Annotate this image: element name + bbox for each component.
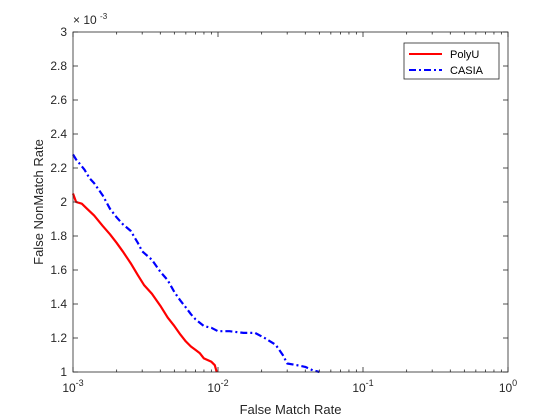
series-polyu-line xyxy=(71,193,218,373)
y-tick-label: 1.6 xyxy=(50,263,67,277)
y-axis-multiplier: × 10 -3 xyxy=(73,12,108,27)
x-tick-label-exponent: -3 xyxy=(76,378,84,388)
legend-box xyxy=(403,42,500,80)
series-layer xyxy=(71,153,320,374)
y-axis-label: False NonMatch Rate xyxy=(31,139,46,265)
x-tick-label-exponent: 0 xyxy=(512,378,517,388)
x-tick-label: 10-3 xyxy=(62,378,83,395)
y-tick-label: 1.8 xyxy=(50,229,67,243)
x-tick-label: 100 xyxy=(499,378,517,395)
x-tick-label: 10-2 xyxy=(207,378,228,395)
x-axis-label: False Match Rate xyxy=(240,402,342,417)
y-tick-label: 1 xyxy=(60,365,67,379)
y-tick-label: 2.2 xyxy=(50,161,67,175)
y-tick-label: 3 xyxy=(60,25,67,39)
x-tick-label-base: 10 xyxy=(499,381,513,395)
y-multiplier-exponent: -3 xyxy=(100,12,108,21)
y-multiplier-base: × 10 xyxy=(73,13,97,27)
x-tick-label-base: 10 xyxy=(352,381,366,395)
x-tick-label-exponent: -1 xyxy=(366,378,374,388)
y-tick-label: 2 xyxy=(60,195,67,209)
svg-text:× 10 -3: × 10 -3 xyxy=(73,12,108,27)
x-tick-label-base: 10 xyxy=(62,381,76,395)
legend: PolyU CASIA xyxy=(403,42,500,80)
x-tick-label: 10-1 xyxy=(352,378,373,395)
y-tick-label: 1.4 xyxy=(50,297,67,311)
legend-polyu-label: PolyU xyxy=(450,49,479,61)
x-tick-label-exponent: -2 xyxy=(221,378,229,388)
y-tick-label: 2.6 xyxy=(50,93,67,107)
labels-layer: 10-3 10-2 10-1 10011.21.41.61.822.22.42.62.… xyxy=(50,25,517,395)
axes-box xyxy=(72,31,509,373)
y-tick-label: 1.2 xyxy=(50,331,67,345)
plot-area xyxy=(73,32,508,372)
legend-casia-label: CASIA xyxy=(450,65,484,77)
y-tick-label: 2.8 xyxy=(50,59,67,73)
x-tick-label-base: 10 xyxy=(207,381,221,395)
y-tick-label: 2.4 xyxy=(50,127,67,141)
series-casia-line xyxy=(72,153,320,374)
